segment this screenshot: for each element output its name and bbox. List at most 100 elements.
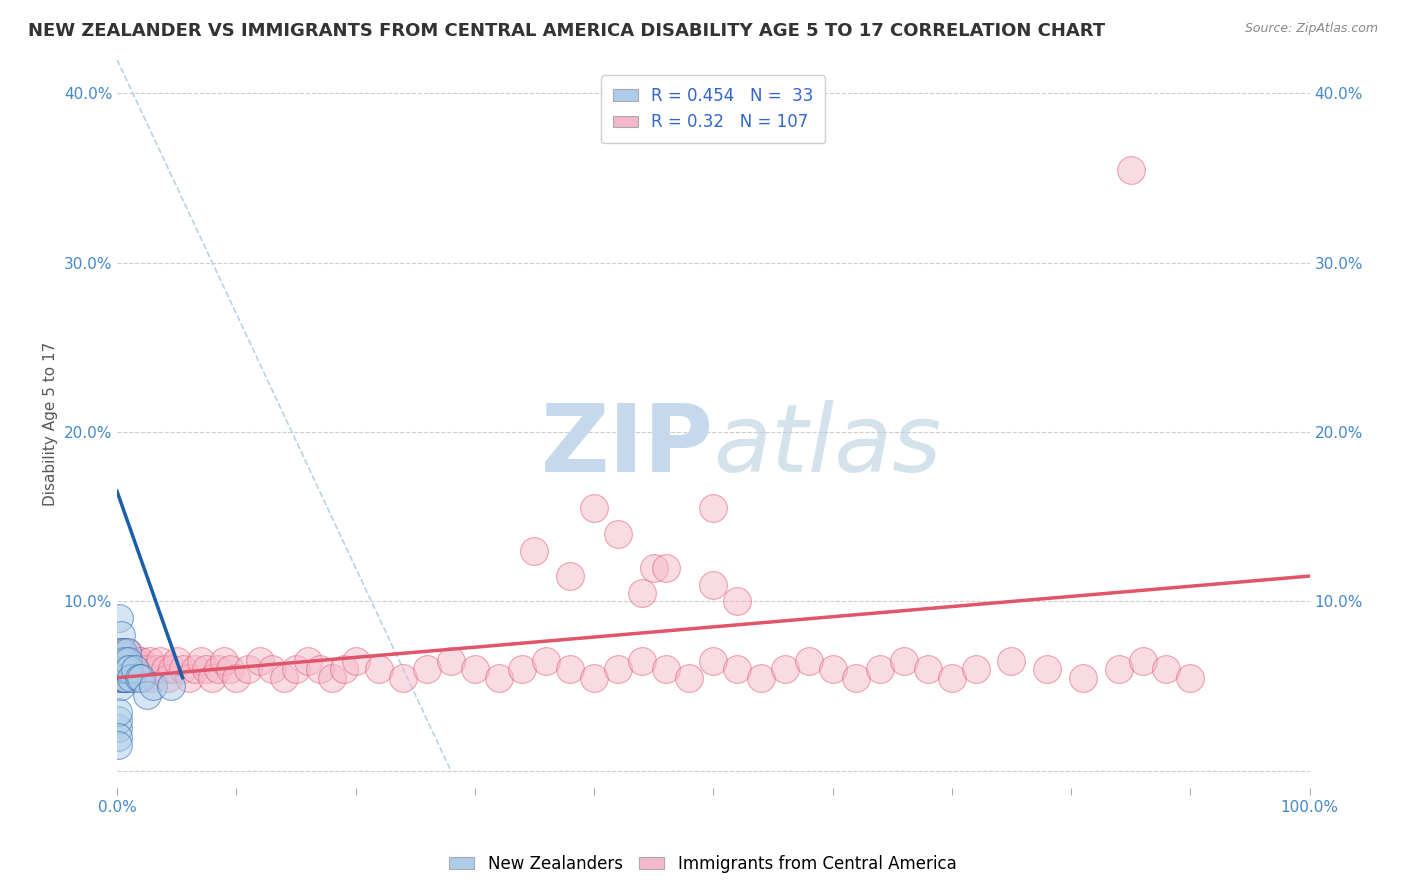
Legend: R = 0.454   N =  33, R = 0.32   N = 107: R = 0.454 N = 33, R = 0.32 N = 107 xyxy=(602,75,825,143)
Point xyxy=(129,654,152,668)
Point xyxy=(630,586,652,600)
Point xyxy=(120,671,142,685)
Point xyxy=(917,662,939,676)
Point xyxy=(110,671,132,685)
Point xyxy=(110,645,132,659)
Point xyxy=(344,654,367,668)
Point xyxy=(160,662,183,676)
Point xyxy=(142,671,165,685)
Text: NEW ZEALANDER VS IMMIGRANTS FROM CENTRAL AMERICA DISABILITY AGE 5 TO 17 CORRELAT: NEW ZEALANDER VS IMMIGRANTS FROM CENTRAL… xyxy=(28,22,1105,40)
Point xyxy=(1180,671,1202,685)
Point xyxy=(107,739,129,753)
Point xyxy=(111,654,134,668)
Point xyxy=(110,654,132,668)
Point xyxy=(284,662,307,676)
Point xyxy=(107,722,129,736)
Point xyxy=(238,662,260,676)
Point xyxy=(1000,654,1022,668)
Point xyxy=(115,662,138,676)
Point xyxy=(127,671,149,685)
Point xyxy=(120,671,142,685)
Point xyxy=(560,569,582,583)
Point xyxy=(135,671,157,685)
Y-axis label: Disability Age 5 to 17: Disability Age 5 to 17 xyxy=(44,342,58,506)
Point xyxy=(142,679,165,693)
Point xyxy=(111,645,134,659)
Point xyxy=(149,654,172,668)
Point xyxy=(214,654,236,668)
Point xyxy=(606,662,628,676)
Point xyxy=(115,662,138,676)
Point xyxy=(965,662,987,676)
Point xyxy=(107,662,129,676)
Point xyxy=(440,654,463,668)
Point xyxy=(111,662,134,676)
Point xyxy=(117,645,139,659)
Point xyxy=(845,671,868,685)
Point xyxy=(177,671,200,685)
Point xyxy=(159,679,181,693)
Point xyxy=(107,671,129,685)
Point xyxy=(128,671,150,685)
Point xyxy=(725,662,748,676)
Point xyxy=(1071,671,1094,685)
Point xyxy=(118,662,141,676)
Point xyxy=(108,662,131,676)
Point xyxy=(821,662,844,676)
Point xyxy=(308,662,330,676)
Point xyxy=(112,654,135,668)
Point xyxy=(110,679,132,693)
Point xyxy=(112,654,135,668)
Point xyxy=(1108,662,1130,676)
Point xyxy=(157,671,180,685)
Point xyxy=(773,662,796,676)
Point xyxy=(464,662,486,676)
Point xyxy=(111,671,134,685)
Point xyxy=(153,662,176,676)
Point xyxy=(893,654,915,668)
Point xyxy=(702,501,724,516)
Point xyxy=(121,654,143,668)
Point xyxy=(1156,662,1178,676)
Point xyxy=(321,671,343,685)
Point xyxy=(582,501,605,516)
Point xyxy=(190,654,212,668)
Text: Source: ZipAtlas.com: Source: ZipAtlas.com xyxy=(1244,22,1378,36)
Point xyxy=(183,662,205,676)
Point xyxy=(260,662,283,676)
Point xyxy=(128,662,150,676)
Point xyxy=(145,662,167,676)
Point xyxy=(111,654,134,668)
Point xyxy=(108,654,131,668)
Point xyxy=(1119,162,1142,177)
Point xyxy=(108,611,131,625)
Point xyxy=(416,662,439,676)
Point xyxy=(117,654,139,668)
Point xyxy=(112,645,135,659)
Point xyxy=(107,645,129,659)
Point xyxy=(124,662,146,676)
Point xyxy=(297,654,319,668)
Point xyxy=(749,671,772,685)
Point xyxy=(122,671,145,685)
Point xyxy=(172,662,194,676)
Point xyxy=(630,654,652,668)
Point xyxy=(1036,662,1059,676)
Point xyxy=(536,654,558,668)
Point xyxy=(114,662,136,676)
Point xyxy=(129,671,152,685)
Point xyxy=(117,671,139,685)
Point xyxy=(118,662,141,676)
Point xyxy=(643,560,665,574)
Point xyxy=(128,654,150,668)
Point xyxy=(114,654,136,668)
Point xyxy=(124,654,146,668)
Point xyxy=(111,671,134,685)
Point xyxy=(702,654,724,668)
Point xyxy=(111,662,134,676)
Point xyxy=(225,671,247,685)
Point xyxy=(107,730,129,744)
Point xyxy=(207,662,229,676)
Point xyxy=(110,628,132,642)
Point xyxy=(111,662,134,676)
